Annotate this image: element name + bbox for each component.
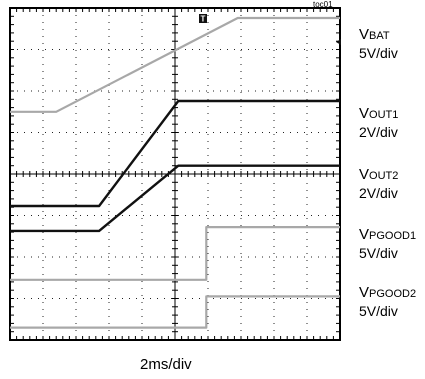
trace-vpgood2 xyxy=(10,295,340,329)
label-vout2: VOUT2 2V/div xyxy=(359,166,398,202)
time-scale-label: 2ms/div xyxy=(140,356,192,373)
label-vpgood1: VPGOOD1 5V/div xyxy=(359,226,416,262)
trace-vbat xyxy=(10,16,340,113)
label-vpgood2: VPGOOD2 5V/div xyxy=(359,284,416,320)
label-vout1-sub: OUT1 xyxy=(369,109,399,121)
label-vout2-scale: 2V/div xyxy=(359,185,398,201)
trigger-marker-icon: T xyxy=(199,14,207,24)
trace-vout1 xyxy=(10,99,340,208)
label-vpgood2-scale: 5V/div xyxy=(359,303,398,319)
trigger-level-arrow-icon xyxy=(336,39,341,45)
label-vbat-scale: 5V/div xyxy=(359,45,398,61)
label-vout1: VOUT1 2V/div xyxy=(359,105,398,141)
svg-text:T: T xyxy=(201,15,206,24)
label-vout2-prefix: V xyxy=(359,166,370,183)
label-vout1-prefix: V xyxy=(359,105,370,122)
label-vout1-scale: 2V/div xyxy=(359,124,398,140)
label-vout2-sub: OUT2 xyxy=(369,170,399,182)
trace-vpgood1 xyxy=(10,226,340,281)
label-vpgood1-prefix: V xyxy=(359,226,370,243)
label-vpgood2-prefix: V xyxy=(359,284,370,301)
plot-traces xyxy=(10,16,340,329)
label-vbat-prefix: V xyxy=(359,26,370,43)
plot-grid xyxy=(9,7,341,341)
label-vpgood2-sub: PGOOD2 xyxy=(369,288,417,300)
figure-id: toc01 xyxy=(313,0,333,9)
label-vbat-sub: BAT xyxy=(369,30,390,42)
label-vpgood1-sub: PGOOD1 xyxy=(369,230,417,242)
label-vbat: VBAT 5V/div xyxy=(359,26,398,62)
trace-vout2 xyxy=(10,164,340,233)
label-vpgood1-scale: 5V/div xyxy=(359,245,398,261)
